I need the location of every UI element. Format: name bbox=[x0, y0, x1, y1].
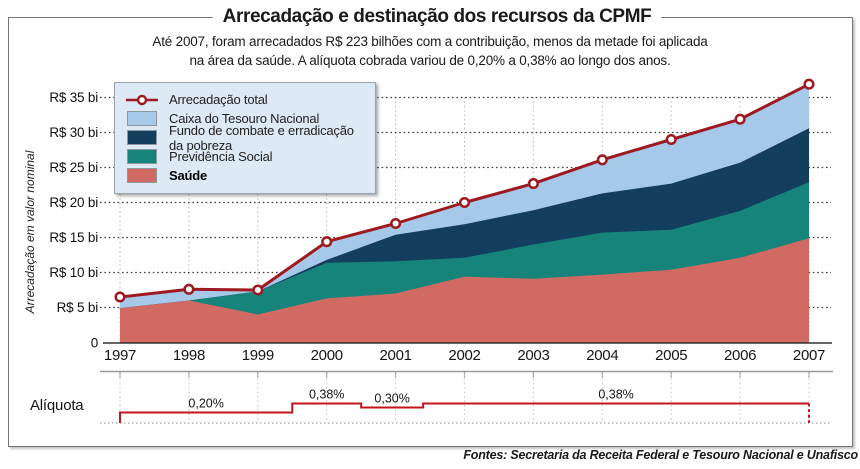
year-label: 1997 bbox=[104, 347, 136, 364]
saude-swatch-icon bbox=[125, 168, 159, 183]
y-tick-label: R$ 10 bi bbox=[49, 265, 98, 280]
chart-subtitle: Até 2007, foram arrecadados R$ 223 bilhõ… bbox=[0, 32, 860, 70]
legend-label: Previdência Social bbox=[169, 149, 273, 164]
total-line-marker bbox=[390, 217, 402, 230]
y-tick-label: R$ 25 bi bbox=[49, 160, 98, 175]
legend-item-previdencia: Previdência Social bbox=[125, 147, 365, 166]
fundo-swatch-icon bbox=[125, 130, 159, 145]
year-label: 2001 bbox=[380, 347, 412, 364]
aliquota-value-label: 0,38% bbox=[309, 388, 344, 402]
source-note: Fontes: Secretaria da Receita Federal e … bbox=[463, 448, 858, 462]
y-tick-label: R$ 20 bi bbox=[49, 195, 98, 210]
year-label: 2007 bbox=[793, 347, 825, 364]
stacked-area-1 bbox=[120, 238, 809, 343]
total-line-marker bbox=[596, 154, 608, 166]
year-label: 2004 bbox=[586, 347, 618, 364]
y-tick-label: R$ 30 bi bbox=[49, 125, 98, 140]
legend-label: Fundo de combate e erradicação da pobrez… bbox=[169, 122, 354, 153]
total-line-marker bbox=[183, 283, 195, 295]
aliquota-axis-label: Alíquota bbox=[30, 397, 84, 414]
y-tick-label: R$ 35 bi bbox=[49, 90, 98, 105]
total-line-marker bbox=[527, 178, 539, 190]
legend-item-total: Arrecadação total bbox=[125, 90, 365, 109]
year-label: 2002 bbox=[448, 347, 480, 364]
year-label: 2000 bbox=[311, 347, 343, 364]
year-label: 2005 bbox=[655, 347, 687, 364]
legend-item-fundo: Fundo de combate e erradicação da pobrez… bbox=[125, 123, 365, 153]
subtitle-line-1: Até 2007, foram arrecadados R$ 223 bilhõ… bbox=[152, 34, 708, 49]
total-line-marker bbox=[458, 196, 471, 209]
subtitle-line-2: na área da saúde. A alíquota cobrada var… bbox=[189, 53, 671, 68]
total-line-marker bbox=[803, 78, 815, 90]
aliquota-value-label: 0,20% bbox=[188, 397, 223, 411]
total-line-marker bbox=[321, 236, 333, 248]
total-line-marker bbox=[665, 133, 677, 146]
legend-item-saude: Saúde bbox=[125, 166, 365, 185]
caixa-swatch-icon bbox=[125, 111, 159, 126]
year-label: 1998 bbox=[173, 347, 205, 364]
total-line-legend-icon bbox=[125, 94, 159, 106]
legend-label: Caixa do Tesouro Nacional bbox=[169, 111, 320, 126]
aliquota-value-label: 0,30% bbox=[374, 392, 409, 406]
legend-label: Arrecadação total bbox=[169, 92, 268, 107]
y-tick-label: R$ 5 bi bbox=[57, 300, 99, 315]
aliquota-value-label: 0,38% bbox=[598, 388, 633, 402]
aliquota-line bbox=[119, 402, 809, 423]
legend-box: Arrecadação total Caixa do Tesouro Nacio… bbox=[114, 82, 376, 194]
total-line-marker bbox=[734, 113, 746, 125]
year-label: 1999 bbox=[242, 347, 274, 364]
total-line-marker bbox=[252, 284, 264, 296]
chart-title: Arrecadação e destinação dos recursos da… bbox=[212, 6, 662, 28]
y-tick-label: 0 bbox=[91, 336, 98, 351]
total-line-marker bbox=[114, 291, 126, 303]
year-label: 2006 bbox=[724, 347, 756, 364]
y-axis-title: Arrecadação em valor nominal bbox=[23, 150, 37, 314]
y-tick-label: R$ 15 bi bbox=[49, 230, 98, 245]
legend-label: Saúde bbox=[169, 168, 208, 183]
year-label: 2003 bbox=[517, 347, 549, 364]
legend-item-caixa: Caixa do Tesouro Nacional bbox=[125, 109, 365, 128]
previdencia-swatch-icon bbox=[125, 149, 159, 164]
